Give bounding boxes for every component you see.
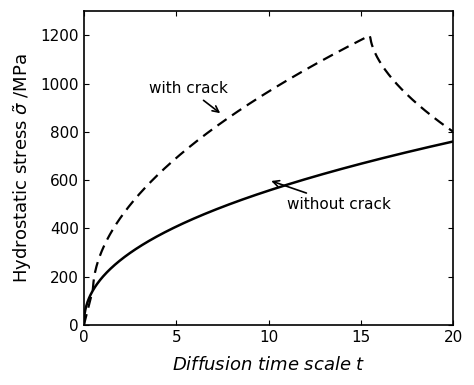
Text: without crack: without crack (273, 181, 391, 212)
X-axis label: Diffusion time scale $t$: Diffusion time scale $t$ (172, 356, 365, 374)
Y-axis label: Hydrostatic stress $\tilde{\sigma}$ /MPa: Hydrostatic stress $\tilde{\sigma}$ /MPa (11, 53, 34, 283)
Text: with crack: with crack (148, 81, 228, 112)
